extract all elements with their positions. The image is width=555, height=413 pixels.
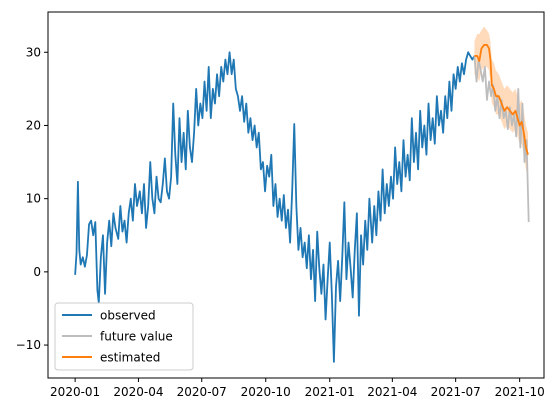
legend-label-estimated: estimated	[100, 351, 160, 365]
x-tick-label: 2020-04	[113, 385, 163, 399]
series-layer	[74, 44, 530, 363]
y-tick-label: 30	[26, 45, 41, 59]
plot-frame	[47, 11, 545, 379]
x-tick-label: 2021-07	[431, 385, 481, 399]
x-tick-label: 2020-07	[177, 385, 227, 399]
x-tick-label: 2021-10	[495, 385, 545, 399]
x-tick-label: 2021-04	[367, 385, 417, 399]
legend: observed future value estimated	[54, 302, 194, 371]
legend-label-observed: observed	[100, 309, 156, 323]
series-line-estimated	[474, 44, 529, 155]
y-tick-label: 0	[33, 265, 41, 279]
x-tick-label: 2020-01	[50, 385, 100, 399]
y-axis: −10 0 10 20 30	[16, 45, 48, 352]
x-tick-label: 2020-10	[241, 385, 291, 399]
series-line-observed	[74, 51, 476, 363]
y-tick-label: −10	[16, 338, 41, 352]
y-tick-label: 20	[26, 118, 41, 132]
y-tick-label: 10	[26, 192, 41, 206]
series-line-future-value	[473, 55, 530, 223]
x-tick-label: 2021-01	[305, 385, 355, 399]
x-axis: 2020-01 2020-04 2020-07 2020-10 2021-01 2021-…	[50, 378, 545, 399]
legend-box	[54, 302, 194, 371]
legend-label-future-value: future value	[100, 330, 173, 344]
